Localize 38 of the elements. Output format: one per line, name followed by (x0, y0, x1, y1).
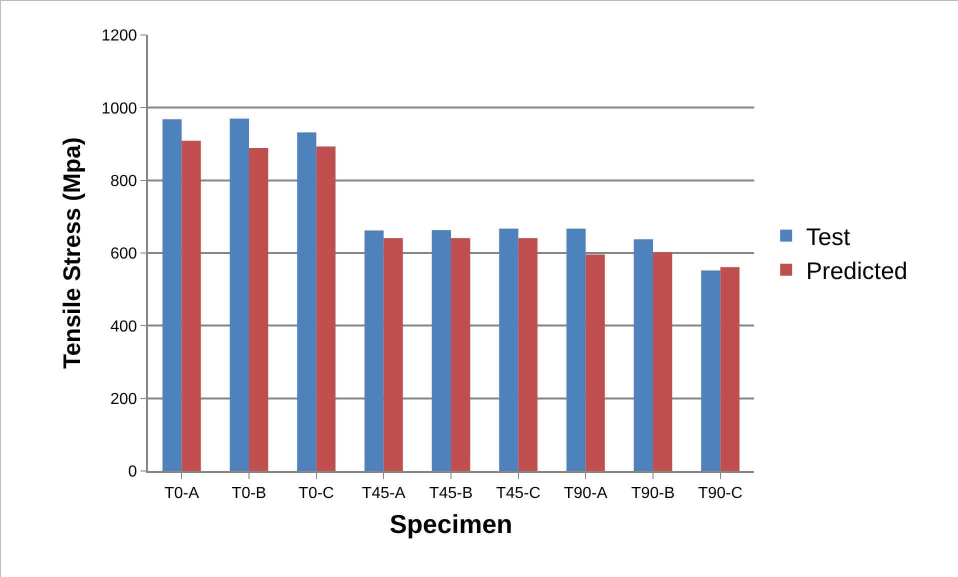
bar (451, 238, 470, 471)
x-tick-label: T90-C (698, 484, 743, 502)
x-tick-label: T0-A (164, 484, 200, 502)
bar (364, 230, 384, 471)
y-axis-title: Tensile Stress (Mpa) (59, 137, 86, 369)
x-tick-label: T90-B (631, 484, 675, 502)
legend-label: Test (806, 224, 850, 251)
y-tick-label: 200 (110, 390, 138, 408)
bar (499, 228, 518, 471)
x-tick-label: T0-C (298, 484, 334, 502)
x-tick-label: T45-B (429, 484, 473, 502)
bar (634, 239, 653, 471)
y-tick-label: 1000 (101, 100, 138, 118)
legend-label: Predicted (806, 258, 908, 286)
y-tick-label: 600 (110, 246, 138, 263)
y-tick-label: 1200 (101, 28, 138, 45)
bar (384, 238, 403, 471)
bar (297, 132, 316, 471)
bar (720, 267, 740, 471)
bar (653, 252, 672, 471)
bar (249, 148, 268, 471)
x-axis-title: Specimen (390, 509, 512, 540)
bar (586, 254, 605, 471)
bar (432, 230, 451, 471)
x-tick-label: T0-B (232, 484, 266, 502)
bar (162, 119, 182, 471)
bar (316, 146, 336, 471)
bar (230, 118, 249, 471)
bar (182, 140, 201, 471)
bar (701, 270, 720, 471)
bar (566, 228, 586, 471)
bar (518, 238, 538, 471)
y-tick-label: 0 (128, 464, 138, 481)
y-tick-label: 400 (110, 318, 138, 336)
x-tick-label: T90-A (564, 484, 608, 502)
x-tick-label: T45-C (496, 484, 541, 502)
y-tick-label: 800 (110, 172, 138, 190)
x-tick-label: T45-A (362, 484, 406, 502)
